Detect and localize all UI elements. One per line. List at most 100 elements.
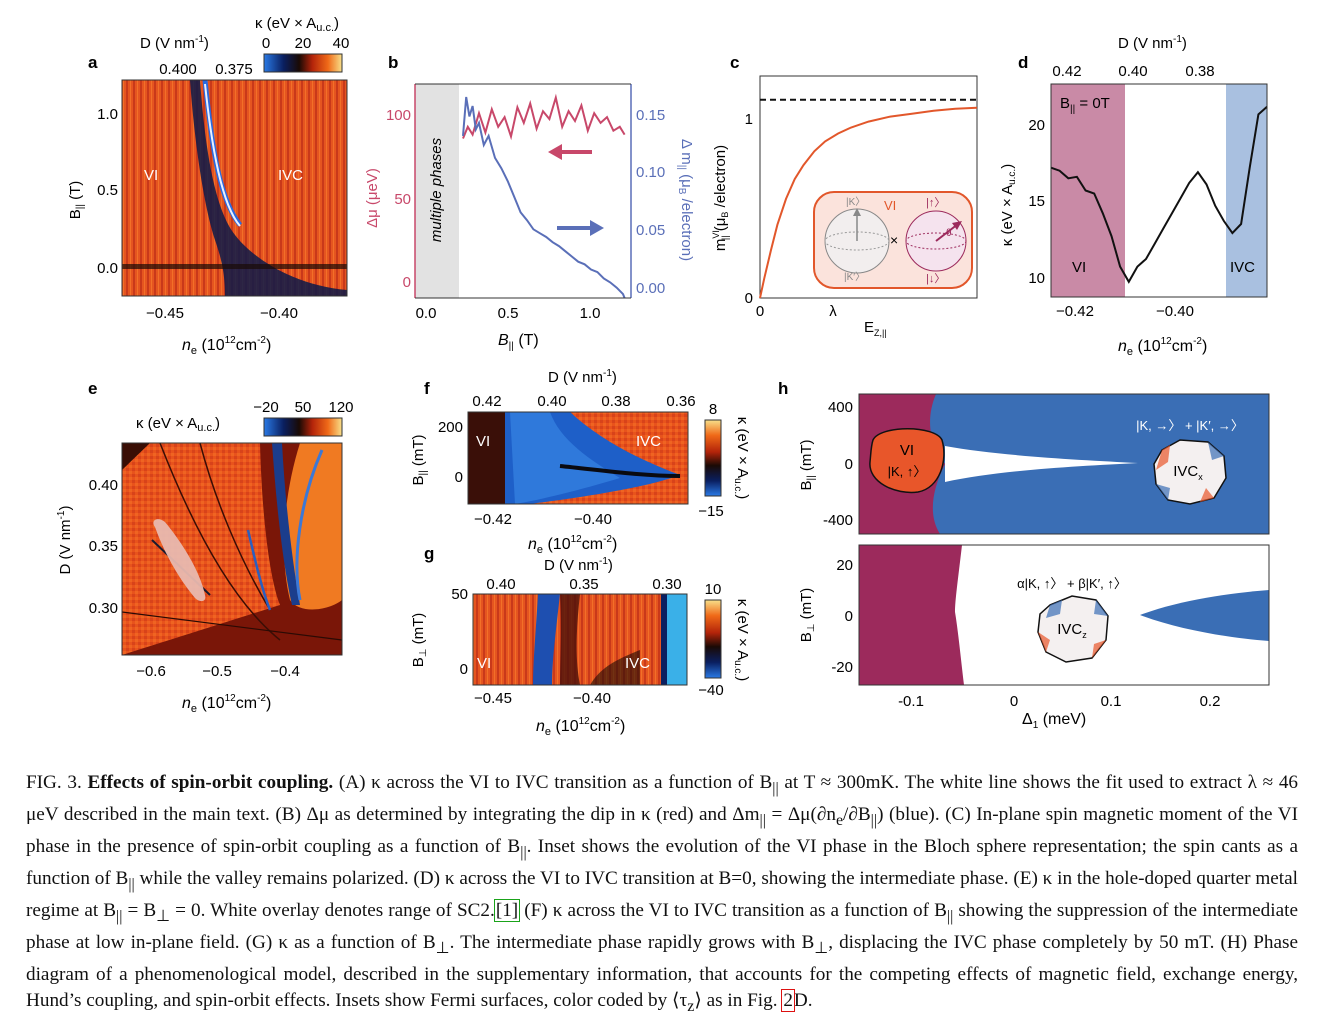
delta-mu-line	[462, 93, 626, 141]
caption-text: = B	[122, 900, 157, 922]
x-tick: 0.2	[1200, 693, 1221, 710]
heatmap	[122, 443, 342, 655]
caption-text: at T ≈ 300mK. The white line shows the f…	[26, 772, 1299, 826]
citation-link[interactable]: [1]	[493, 899, 521, 923]
times-sign: ×	[890, 232, 898, 248]
top-axis-title: D (V nm-1)	[544, 556, 613, 574]
colorbar-label: κ (eV × Au.c.)	[732, 599, 751, 681]
caption-sub: ||	[116, 907, 123, 925]
caption-text: /∂B	[843, 804, 871, 826]
y-axis-label-right: Δ m|| (μB /electron)	[676, 139, 695, 261]
vi-label: VI	[477, 655, 491, 672]
caption-text: D.	[793, 990, 813, 1012]
y-tick: 400	[828, 399, 853, 416]
colorbar-title: κ (eV × Au.c.)	[136, 415, 220, 434]
fig-number: FIG. 3.	[26, 772, 82, 793]
y-axis-label: D (V nm-1)	[56, 506, 74, 575]
x-tick: −0.5	[202, 663, 232, 680]
caption-sub: ||	[520, 843, 527, 861]
colorbar-tick: 10	[705, 581, 722, 598]
vi-label: VI	[476, 433, 490, 450]
ivc-label: IVC	[1230, 259, 1255, 276]
right-tick: 0.00	[636, 280, 665, 297]
ivcz-state: α|K, ↑〉 + β|K′, ↑〉	[1017, 576, 1127, 591]
colorbar	[704, 599, 722, 679]
y-axis-label-bottom: B⊥ (mT)	[798, 588, 817, 643]
colorbar-tick: −40	[698, 682, 723, 699]
y-tick: 0	[845, 608, 853, 625]
y-tick: 0.40	[89, 477, 118, 494]
x-tick: −0.4	[270, 663, 300, 680]
top-axis-title: D (V nm-1)	[1118, 34, 1187, 52]
y-tick: 0	[745, 290, 753, 307]
x-tick: 0.0	[416, 305, 437, 322]
vi-title: VI	[900, 442, 914, 459]
kappa-trace	[1050, 106, 1268, 284]
x-tick: −0.45	[146, 305, 184, 322]
x-tick: −0.40	[574, 511, 612, 528]
y-tick: 20	[836, 557, 853, 574]
x-axis-label: ne (1012cm-2)	[182, 335, 271, 357]
top-tick: 0.40	[537, 393, 566, 410]
y-tick: 0	[845, 456, 853, 473]
y-axis-label-top: B|| (mT)	[798, 439, 817, 490]
sc2-overlay	[153, 519, 206, 602]
caption-text: = 0. White overlay denotes range of SC2.	[170, 900, 495, 922]
y-tick: 50	[451, 586, 468, 603]
y-tick: 0	[460, 661, 468, 678]
top-tick: 0.400	[159, 61, 197, 78]
colorbar-tick: 8	[709, 401, 717, 418]
caption-text: ) (blue). (C) In-plane spin magnetic mom…	[26, 804, 1298, 858]
caption-sub: ||	[946, 907, 954, 925]
x-tick: −0.42	[474, 511, 512, 528]
figure-ref-link[interactable]: 2	[781, 989, 795, 1013]
caption-text: = Δμ(∂n	[765, 804, 836, 826]
x-axis-label: ne (1012cm-2)	[536, 716, 625, 738]
x-tick: 1.0	[580, 305, 601, 322]
caption-sub: e	[835, 811, 844, 829]
y-tick: 0.0	[97, 260, 118, 277]
ket-up: |↑〉	[926, 196, 945, 209]
x-axis-label: ne (1012cm-2)	[528, 534, 617, 556]
multiple-phases-shade	[415, 84, 459, 298]
panel-f: f D (V nm-1) 0.42 0.40 0.38 0.36 VI IVC …	[410, 368, 751, 556]
colorbar	[263, 53, 343, 73]
colorbar-tick: 40	[333, 35, 350, 52]
caption-text: showing the suppression of the intermedi…	[26, 900, 1298, 954]
colorbar-label: κ (eV × Au.c.)	[732, 417, 751, 499]
panel-h: h VI |K, ↑〉 |K, →〉 + |K′, →〉 IVCx α|K, ↑…	[778, 379, 1270, 731]
colorbar-tick: 20	[295, 35, 312, 52]
panel-letter: a	[88, 53, 98, 72]
panel-letter: b	[388, 53, 398, 72]
top-axis-title: D (V nm-1)	[140, 34, 209, 52]
x-axis-label: Δ1 (meV)	[1022, 711, 1086, 731]
y-tick: 0	[455, 469, 463, 486]
x-axis-label: ne (1012cm-2)	[182, 693, 271, 715]
right-tick: 0.10	[636, 164, 665, 181]
left-tick: 100	[386, 107, 411, 124]
caption-sub: ||	[772, 779, 779, 797]
vi-state: |K, ↑〉	[888, 464, 927, 479]
ket-down: |↓〉	[926, 272, 945, 285]
top-tick: 0.42	[472, 393, 501, 410]
y-axis-label: κ (eV × Au.c.)	[999, 164, 1018, 246]
delta-m-line	[462, 96, 626, 299]
phase-diagram-top: VI |K, ↑〉 |K, →〉 + |K′, →〉 IVCx	[858, 393, 1270, 535]
ket-k: |K〉	[846, 196, 865, 208]
x-tick: 0	[756, 303, 764, 320]
bloch-sphere-inset: |K〉 |K′〉 VI × θ |↑〉 |↓〉	[813, 191, 973, 289]
x-tick: 0	[1010, 693, 1018, 710]
panel-e: e κ (eV × Au.c.) −20 50 120 0.40 0.35 0.…	[56, 379, 354, 715]
x-axis-label: EZ,||	[864, 319, 887, 338]
panel-d: d D (V nm-1) 0.42 0.40 0.38 B|| = 0T VI …	[999, 34, 1268, 358]
caption-text: . Inset shows the evolution of the VI ph…	[26, 836, 1298, 890]
top-tick: 0.36	[666, 393, 695, 410]
top-tick: 0.375	[215, 61, 253, 78]
caption-text: (F) κ across the VI to IVC transition as…	[519, 900, 947, 922]
ivc-label: IVC	[625, 655, 650, 672]
top-tick: 0.30	[652, 576, 681, 593]
top-tick: 0.38	[1185, 63, 1214, 80]
y-tick: 20	[1028, 117, 1045, 134]
left-tick: 50	[394, 191, 411, 208]
ivcz-label: IVCz	[1057, 621, 1087, 640]
